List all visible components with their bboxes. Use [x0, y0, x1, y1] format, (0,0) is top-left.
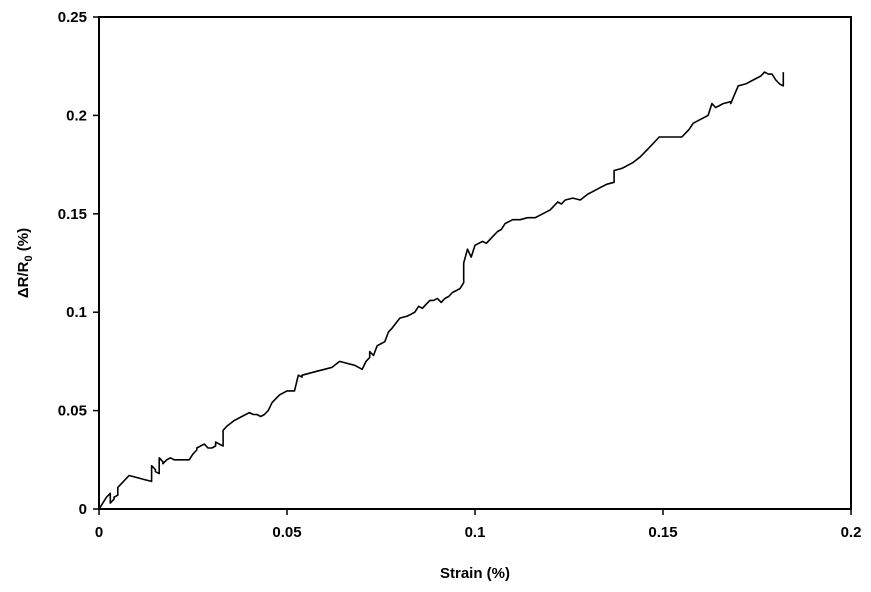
- y-axis: 0 0.05 0.1 0.15 0.2 0.25: [58, 9, 99, 518]
- x-tick-label: 0.15: [648, 524, 677, 541]
- x-axis-title: Strain (%): [440, 565, 510, 582]
- x-tick-label: 0.1: [465, 524, 486, 541]
- y-axis-title-main: ΔR/R: [15, 261, 32, 298]
- y-axis-title-suffix: (%): [15, 228, 32, 256]
- y-tick-label: 0.15: [58, 206, 87, 223]
- y-tick-label: 0: [79, 501, 87, 518]
- x-axis: 0 0.05 0.1 0.15 0.2: [95, 509, 862, 541]
- y-axis-title-subscript: 0: [23, 255, 35, 261]
- x-tick-label: 0.05: [272, 524, 301, 541]
- y-tick-label: 0.2: [66, 107, 87, 124]
- x-tick-label: 0: [95, 524, 103, 541]
- y-axis-title: ΔR/R0 (%): [15, 228, 35, 298]
- plot-area-frame: [98, 16, 852, 510]
- y-tick-label: 0.25: [58, 9, 87, 26]
- y-tick-label: 0.1: [66, 304, 87, 321]
- series-line: [98, 71, 785, 510]
- y-tick-label: 0.05: [58, 403, 87, 420]
- x-tick-label: 0.2: [841, 524, 862, 541]
